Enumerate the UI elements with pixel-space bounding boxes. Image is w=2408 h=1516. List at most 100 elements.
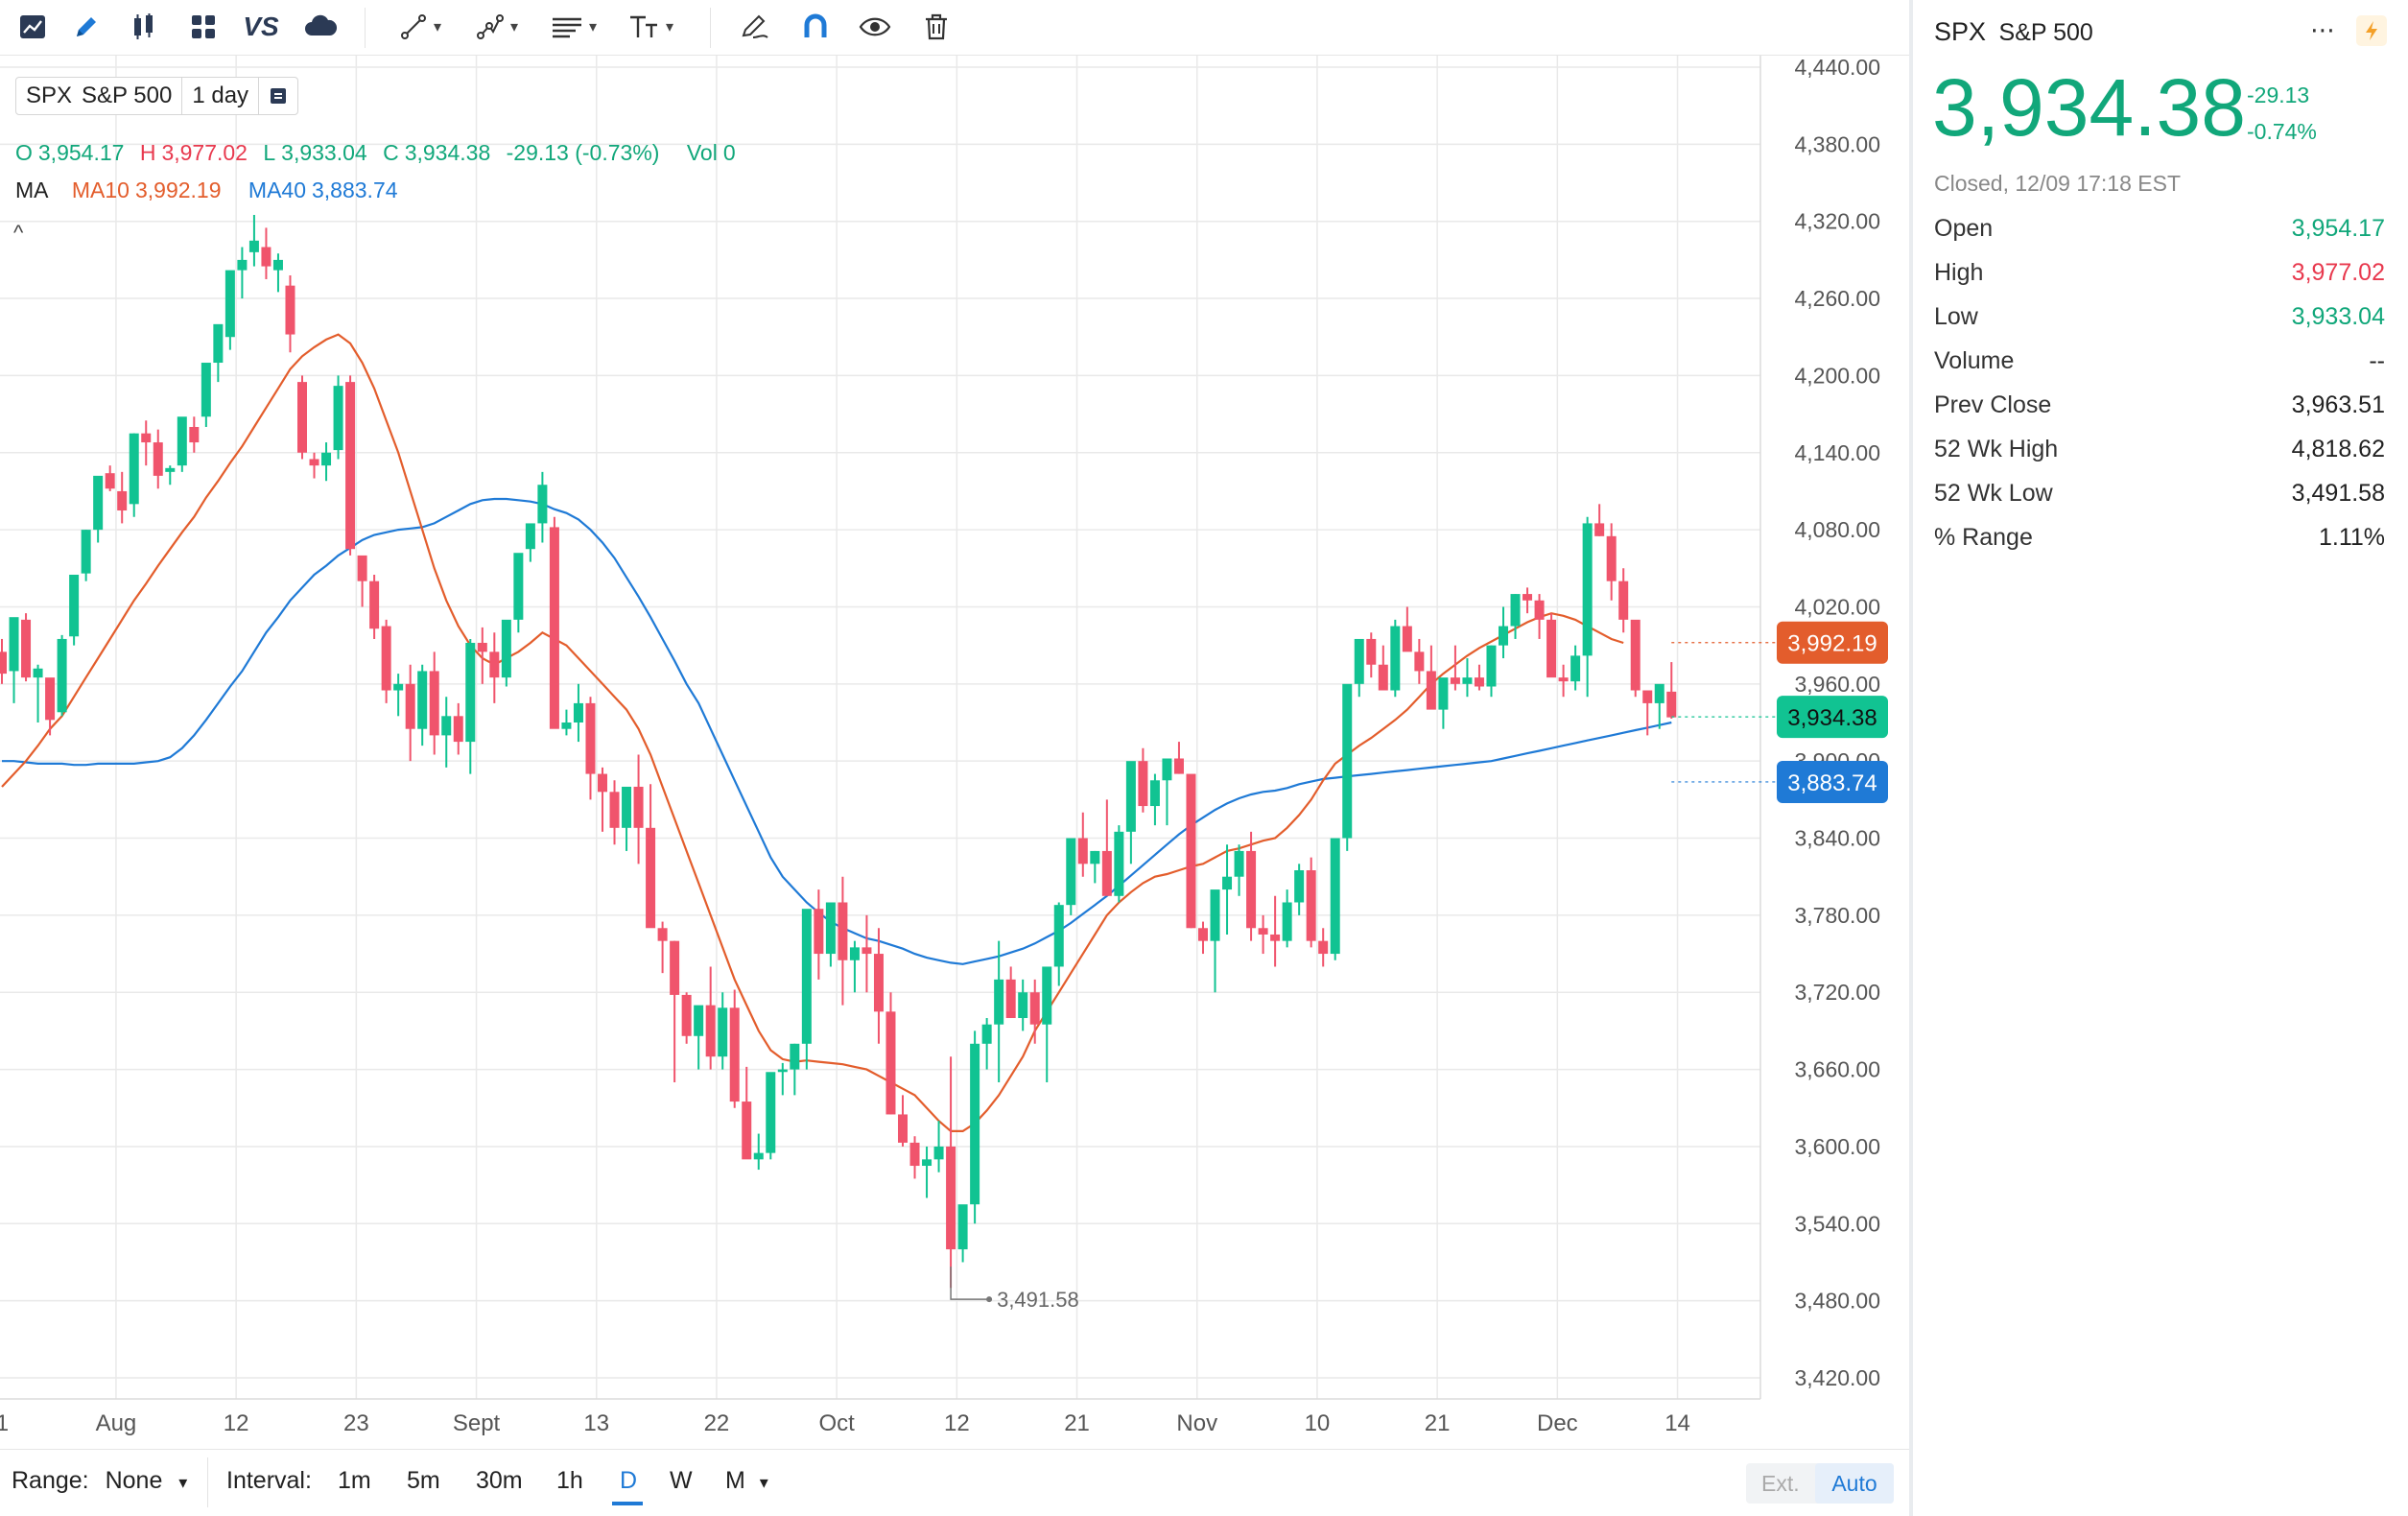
interval-m-dropdown[interactable]: M ▾ <box>725 1467 768 1495</box>
x-tick-label: 13 <box>583 1410 609 1436</box>
collapse-legend-button[interactable]: ^ <box>13 221 24 245</box>
candle-body <box>1246 850 1257 929</box>
chart-type-icon[interactable] <box>13 8 52 46</box>
interval-d[interactable]: D <box>620 1467 638 1494</box>
candle <box>1198 921 1208 955</box>
candle <box>1570 645 1581 691</box>
candle-body <box>297 382 307 453</box>
candle <box>1558 664 1569 698</box>
selected-interval-underline <box>612 1502 643 1505</box>
quote-change: -29.13 <box>2247 83 2310 107</box>
ohlc-legend: O 3,954.17 H 3,977.02 L 3,933.04 C 3,934.38 … <box>15 140 745 166</box>
interval-w[interactable]: W <box>670 1467 693 1494</box>
ohlc-high-label: H <box>139 140 156 165</box>
quote-row-volume: Volume -- <box>1934 347 2385 375</box>
candle-body <box>657 928 668 941</box>
candle <box>1414 638 1425 684</box>
quote-row-label: 52 Wk Low <box>1934 480 2053 507</box>
price-chart[interactable]: 4,440.00 4,380.00 4,320.00 4,260.00 4,200.00… <box>0 56 1909 1449</box>
candle <box>1499 606 1508 659</box>
candle-body <box>1042 966 1052 1025</box>
eye-icon[interactable] <box>854 8 896 46</box>
candle <box>129 433 139 517</box>
cloud-icon[interactable] <box>299 8 342 46</box>
fib-lines-icon[interactable]: ▾ <box>545 8 602 46</box>
y-tick-label: 3,660.00 <box>1794 1057 1880 1082</box>
candle <box>1186 773 1196 929</box>
candle-body <box>345 382 356 550</box>
quote-row-label: Low <box>1934 303 1978 330</box>
candle <box>1162 758 1172 826</box>
x-tick-label: 21 <box>1064 1410 1090 1436</box>
candle-body <box>489 651 500 678</box>
x-tick-label: 14 <box>1664 1410 1690 1436</box>
ma-label: MA <box>15 178 49 202</box>
candle <box>1125 761 1136 865</box>
compare-vs-icon[interactable]: VS <box>243 12 279 41</box>
lightning-icon[interactable] <box>2356 15 2387 46</box>
x-tick-label: Oct <box>818 1410 855 1436</box>
candle <box>57 634 67 717</box>
candle-body <box>1306 870 1316 941</box>
candle <box>153 429 163 489</box>
interval-30m[interactable]: 30m <box>476 1467 523 1494</box>
symbol-interval[interactable]: 1 day <box>181 78 258 114</box>
candle-body <box>1018 992 1028 1019</box>
candle <box>561 709 572 736</box>
interval-1h[interactable]: 1h <box>556 1467 583 1494</box>
quote-status: Closed, 12/09 17:18 EST <box>1934 171 2181 196</box>
candle <box>598 767 607 832</box>
candle-body <box>0 651 7 675</box>
multi-point-icon[interactable]: ▾ <box>468 8 526 46</box>
draw-pencil-icon[interactable] <box>67 8 106 46</box>
candle <box>981 1018 992 1070</box>
x-tick-label: 21 <box>0 1410 9 1436</box>
candle <box>1594 504 1605 536</box>
y-tick-label: 3,420.00 <box>1794 1365 1880 1390</box>
ma40-price-tag-label: 3,883.74 <box>1787 770 1877 796</box>
ma40-line <box>2 497 1672 965</box>
candle <box>1402 606 1412 652</box>
interval-1m[interactable]: 1m <box>338 1467 371 1494</box>
chart-area[interactable]: 4,440.00 4,380.00 4,320.00 4,260.00 4,200.00… <box>0 56 1909 1449</box>
ma10-value: 3,992.19 <box>134 178 222 202</box>
symbol-menu-icon[interactable] <box>258 78 297 114</box>
candle <box>345 375 356 556</box>
trash-icon[interactable] <box>915 8 957 46</box>
candle-body <box>381 626 391 691</box>
panel-divider[interactable] <box>1909 0 1913 1516</box>
candle <box>729 989 740 1108</box>
candle-body <box>1582 523 1593 656</box>
y-tick-label: 4,020.00 <box>1794 594 1880 619</box>
trend-line-icon[interactable]: ▾ <box>391 8 449 46</box>
candle-body <box>790 1043 800 1070</box>
candle-body <box>994 979 1004 1025</box>
candle-body <box>957 1204 968 1250</box>
ext-toggle[interactable]: Ext. <box>1761 1471 1800 1496</box>
candle <box>1654 683 1664 729</box>
candle <box>646 784 656 929</box>
text-tool-icon[interactable]: ▾ <box>622 8 679 46</box>
x-tick-label: 12 <box>224 1410 249 1436</box>
brush-icon[interactable] <box>733 8 775 46</box>
layout-grid-icon[interactable] <box>184 8 223 46</box>
indicators-icon[interactable] <box>125 8 163 46</box>
candle <box>1546 613 1557 678</box>
candle-body <box>970 1043 980 1205</box>
magnet-icon[interactable] <box>794 8 837 46</box>
toolbar-separator <box>365 8 366 48</box>
more-options-icon[interactable]: ⋯ <box>2310 14 2335 44</box>
candle <box>441 697 452 768</box>
symbol-chip[interactable]: SPX S&P 500 1 day <box>15 77 299 115</box>
candle <box>224 270 235 350</box>
candle-body <box>1414 651 1425 672</box>
candle <box>1342 683 1353 851</box>
candle-body <box>309 459 319 466</box>
range-selector[interactable]: Range: None ▾ <box>12 1467 187 1495</box>
candle <box>237 247 248 299</box>
auto-toggle[interactable]: Auto <box>1815 1463 1894 1504</box>
candle-body <box>609 792 620 828</box>
candle-body <box>981 1024 992 1044</box>
interval-5m[interactable]: 5m <box>407 1467 440 1494</box>
quote-row-value: 3,977.02 <box>2291 259 2385 286</box>
